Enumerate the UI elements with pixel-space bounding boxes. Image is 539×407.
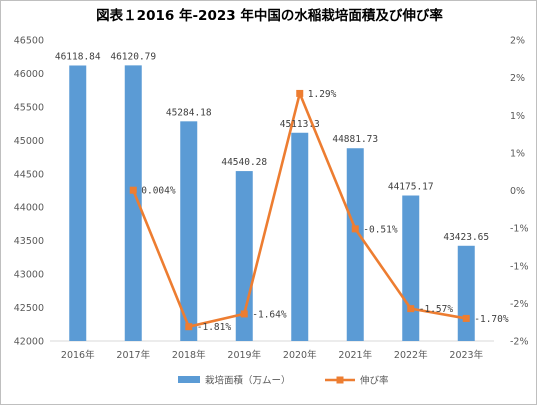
line-marker [129, 186, 137, 194]
left-tick-label: 45500 [14, 102, 44, 113]
bar [346, 148, 364, 341]
bar-data-label: 44175.17 [388, 182, 434, 193]
bar [457, 245, 475, 341]
x-tick-label: 2016年 [61, 349, 95, 361]
x-tick-label: 2022年 [394, 349, 428, 361]
bar [69, 65, 87, 342]
line-data-label: -1.81% [197, 322, 232, 333]
left-tick-label: 42500 [14, 303, 44, 314]
legend-bar-swatch [178, 376, 200, 383]
bar-data-label: 44881.73 [332, 134, 378, 145]
line-data-label: 1.29% [308, 89, 337, 100]
axes: 42000 42500 43000 43500 44000 44500 45000 45500… [14, 36, 529, 362]
x-tick-label: 2018年 [172, 349, 206, 361]
line-marker [296, 89, 304, 97]
left-tick-label: 45000 [14, 136, 44, 147]
chart-title: 図表１2016 年-2023 年中国の水稲栽培面積及び伸び率 [96, 8, 443, 24]
left-tick-label: 46500 [14, 36, 44, 47]
right-tick-label: -2% [510, 337, 529, 348]
line-marker [407, 305, 415, 313]
line-data-label: -1.70% [474, 314, 509, 325]
bar [180, 121, 198, 341]
right-tick-label: 1% [510, 111, 525, 122]
x-tick-label: 2023年 [449, 349, 483, 361]
bar-data-label: 46118.84 [55, 51, 101, 62]
left-tick-label: 43000 [14, 270, 44, 281]
bar-data-label: 43423.65 [443, 232, 489, 243]
bar-data-label: 45284.18 [166, 107, 212, 118]
x-tick-label: 2021年 [338, 349, 372, 361]
data-labels: 46118.84 46120.79 45284.18 44540.28 45113.3 4… [55, 51, 509, 333]
line-marker [462, 314, 470, 322]
line-series [129, 89, 470, 331]
x-tick-label: 2019年 [227, 349, 261, 361]
x-tick-label: 2020年 [283, 349, 317, 361]
bar-data-label: 44540.28 [221, 157, 267, 168]
bar [402, 195, 420, 341]
line-data-label: 0.004% [141, 186, 176, 197]
left-tick-label: 43500 [14, 236, 44, 247]
line-data-label: -1.64% [252, 309, 287, 320]
right-tick-label: 1% [510, 148, 525, 159]
bar-data-label: 45113.3 [280, 119, 320, 130]
right-tick-label: -2% [510, 299, 529, 310]
bar-data-label: 46120.79 [110, 51, 156, 62]
line-marker [240, 310, 248, 318]
legend-line-marker [336, 376, 344, 384]
right-tick-label: -1% [510, 261, 529, 272]
left-tick-label: 42000 [14, 337, 44, 348]
left-tick-label: 44000 [14, 203, 44, 214]
x-tick-label: 2017年 [116, 349, 150, 361]
right-tick-label: 0% [510, 186, 525, 197]
bar [124, 65, 142, 342]
line-data-label: -0.51% [363, 224, 398, 235]
legend-line-label: 伸び率 [360, 375, 389, 387]
left-tick-label: 44500 [14, 169, 44, 180]
left-tick-label: 46000 [14, 69, 44, 80]
right-tick-label: -1% [510, 224, 529, 235]
bar [291, 132, 309, 341]
right-tick-label: 2% [510, 36, 525, 47]
line-data-label: -1.57% [419, 304, 454, 315]
line-marker [351, 225, 359, 233]
line-marker [185, 323, 193, 331]
legend-bar-label: 栽培面積（万ムー） [205, 375, 291, 387]
right-tick-label: 2% [510, 73, 525, 84]
legend: 栽培面積（万ムー） 伸び率 [178, 375, 389, 387]
